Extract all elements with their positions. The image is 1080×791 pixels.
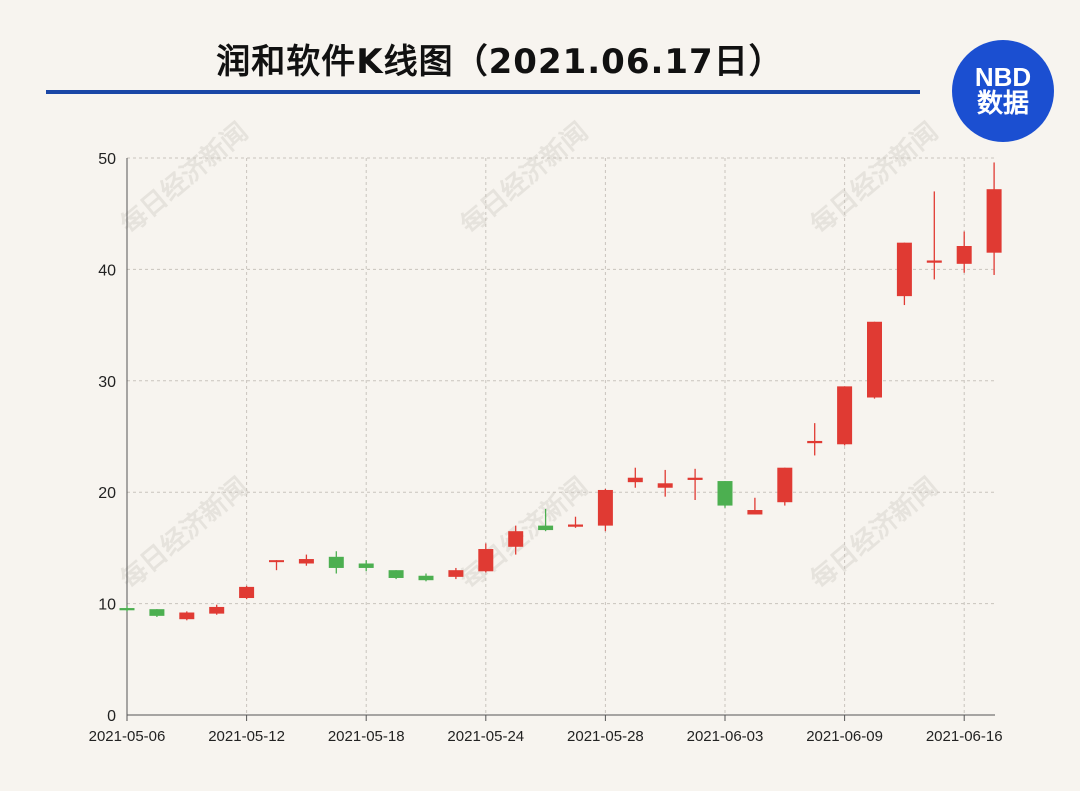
y-tick-label: 30 [98, 374, 116, 391]
x-tick-label: 2021-05-06 [89, 728, 166, 745]
candle-body [807, 440, 823, 444]
candle [986, 162, 1002, 275]
candle-body [508, 531, 524, 547]
candle-body [358, 563, 374, 568]
candle [777, 467, 793, 506]
candle-body [926, 260, 942, 263]
candle [867, 321, 882, 399]
candle-body [597, 489, 613, 526]
candle-body [209, 606, 225, 614]
candle [627, 467, 643, 488]
nbd-logo: NBD 数据 [952, 40, 1054, 142]
candle [328, 551, 344, 574]
candle [508, 525, 524, 555]
candle-body [867, 321, 882, 398]
candle [538, 508, 554, 532]
candle-body [657, 483, 673, 488]
candle [747, 497, 763, 515]
chart-title: 润和软件K线图（2021.06.17日） [216, 42, 784, 82]
candle-body [687, 477, 703, 480]
x-tick-label: 2021-06-09 [806, 728, 883, 745]
candle-body [837, 386, 853, 445]
candle-body [269, 560, 284, 563]
candle-body [418, 575, 434, 581]
candle [896, 242, 912, 306]
candle-body [388, 570, 404, 578]
candle-body [149, 609, 165, 616]
y-tick-label: 50 [98, 151, 116, 168]
candle [807, 423, 823, 456]
x-tick-label: 2021-05-24 [447, 728, 524, 745]
candle [388, 570, 404, 580]
watermark-text: 每日经济新闻 [455, 471, 594, 595]
watermark-text: 每日经济新闻 [115, 471, 254, 595]
x-tick-label: 2021-05-28 [567, 728, 644, 745]
candle-body [747, 510, 763, 515]
x-tick-label: 2021-06-16 [926, 728, 1003, 745]
candle-body [478, 549, 494, 572]
candle-body [328, 556, 344, 568]
candle-body [239, 586, 255, 599]
candle-body [956, 246, 972, 264]
watermark-text: 每日经济新闻 [115, 116, 254, 240]
candle-body [627, 477, 643, 483]
candle [687, 468, 703, 500]
logo-text-nbd: NBD [974, 61, 1032, 92]
candle-body [896, 242, 912, 297]
candle-body [298, 559, 314, 564]
x-tick-label: 2021-06-03 [687, 728, 764, 745]
y-tick-label: 10 [98, 597, 116, 614]
candle [298, 554, 314, 566]
watermark-text: 每日经济新闻 [805, 116, 944, 240]
candle [717, 481, 733, 508]
candle [448, 567, 464, 580]
candle [837, 386, 853, 446]
y-tick-label: 20 [98, 485, 116, 502]
candle-body [777, 467, 793, 503]
candle [657, 469, 673, 497]
x-tick-label: 2021-05-18 [328, 728, 405, 745]
candle-body [568, 524, 583, 527]
watermark-text: 每日经济新闻 [805, 471, 944, 595]
y-tick-label: 40 [98, 262, 116, 279]
candle-body [986, 189, 1002, 253]
candle-body [119, 608, 135, 611]
candle [956, 231, 972, 273]
candle [179, 611, 195, 621]
candle [239, 585, 255, 600]
title-underline [46, 90, 920, 94]
candle [358, 560, 374, 572]
candle-body [448, 570, 464, 577]
candle [269, 560, 284, 571]
candle-body [717, 481, 733, 506]
candle [209, 604, 225, 615]
candle [597, 488, 613, 532]
candle-body [179, 612, 195, 620]
candle-body [538, 525, 554, 531]
x-tick-label: 2021-05-12 [208, 728, 285, 745]
y-tick-label: 0 [107, 708, 116, 725]
candle [119, 605, 135, 612]
candle [478, 543, 494, 573]
candle [568, 516, 583, 528]
candle [149, 609, 165, 617]
logo-text-data: 数据 [976, 89, 1029, 119]
watermark-text: 每日经济新闻 [455, 116, 594, 240]
candle [418, 573, 434, 582]
candle [926, 191, 942, 280]
